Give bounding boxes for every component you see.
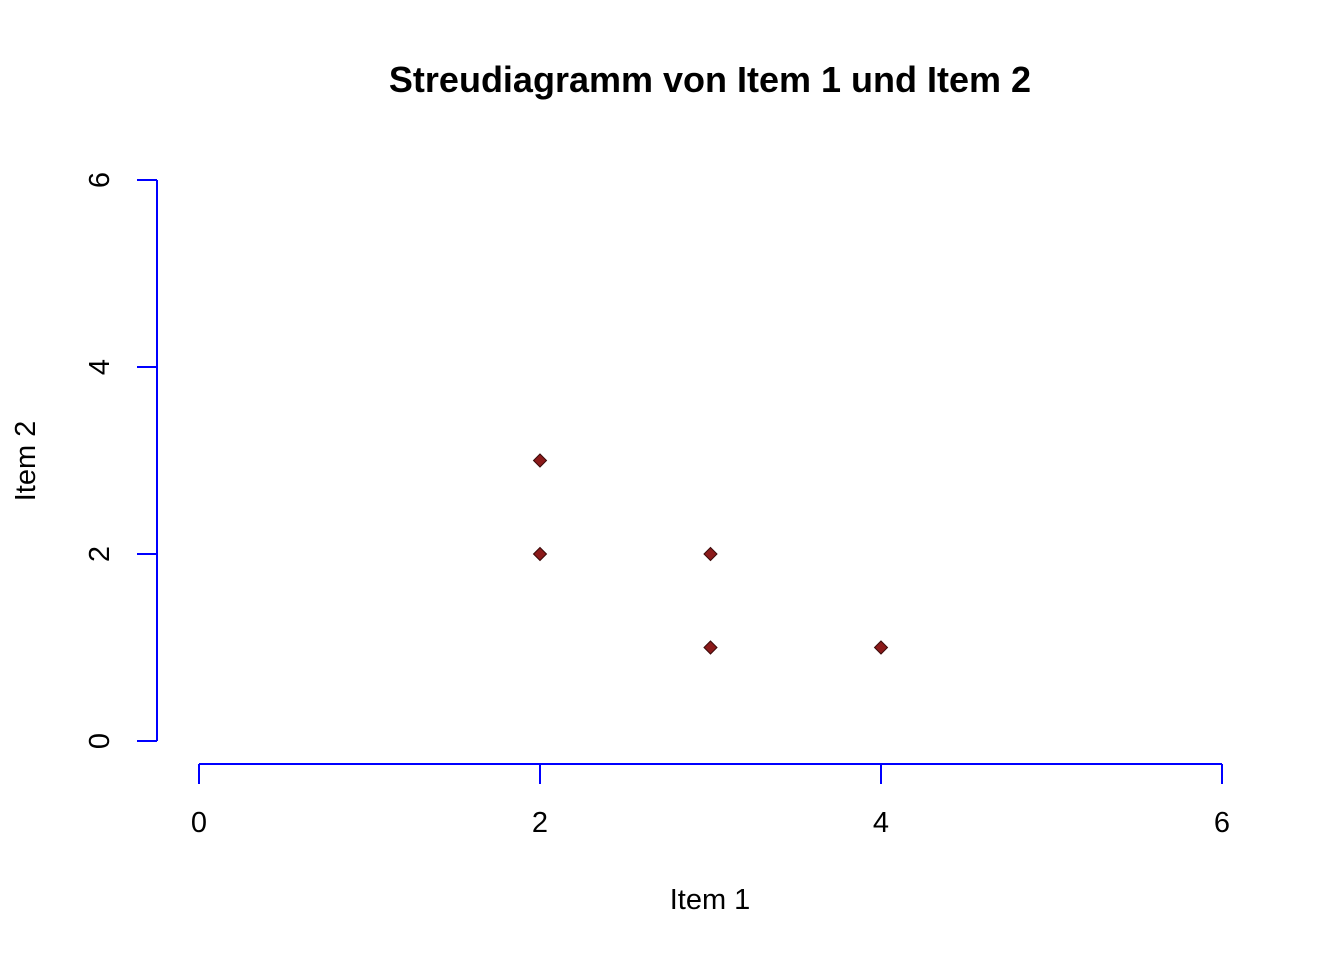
- x-tick-label: 2: [532, 807, 548, 839]
- data-point: [532, 546, 548, 562]
- data-points: [532, 453, 889, 655]
- x-tick-label: 4: [873, 807, 889, 839]
- x-axis: 0 2 4 6: [191, 763, 1230, 839]
- y-tick-label: 6: [84, 172, 116, 188]
- y-axis: 0 2 4 6: [84, 172, 158, 749]
- x-tick-label: 0: [191, 807, 207, 839]
- data-point: [873, 640, 889, 655]
- y-axis-title: Item 2: [10, 421, 42, 502]
- data-point: [703, 546, 718, 562]
- y-tick-label: 2: [84, 546, 116, 562]
- x-axis-title: Item 1: [670, 884, 751, 916]
- y-tick-label: 0: [84, 733, 116, 749]
- data-point: [703, 640, 718, 655]
- x-tick-label: 6: [1214, 807, 1230, 839]
- y-tick-label: 4: [84, 359, 116, 375]
- data-point: [532, 453, 548, 468]
- chart-title: Streudiagramm von Item 1 und Item 2: [389, 59, 1031, 100]
